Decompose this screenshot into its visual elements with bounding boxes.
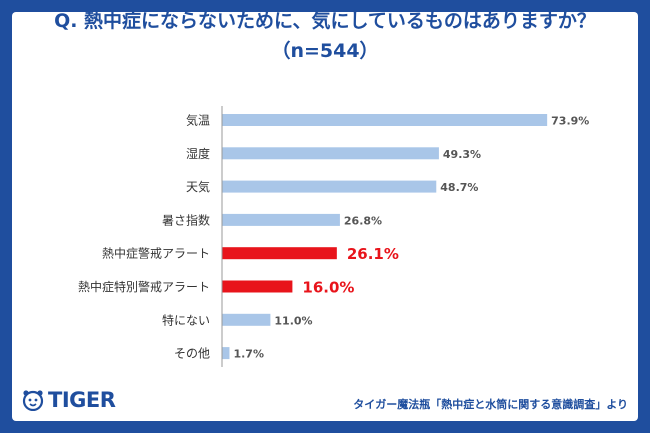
value-label: 73.9% xyxy=(551,115,589,128)
sample-size: （n=544） xyxy=(271,40,379,62)
bar xyxy=(222,280,293,293)
tiger-head-icon xyxy=(22,390,44,411)
category-label: 熱中症特別警戒アラート xyxy=(78,279,210,294)
bar xyxy=(222,180,437,193)
value-label: 11.0% xyxy=(274,314,312,327)
category-label: 熱中症警戒アラート xyxy=(102,246,210,261)
category-label: 気温 xyxy=(186,113,210,128)
category-label: 湿度 xyxy=(186,146,210,161)
value-label: 1.7% xyxy=(233,348,264,361)
bar xyxy=(222,213,340,226)
bar xyxy=(222,347,230,360)
bar xyxy=(222,247,337,260)
value-label: 26.8% xyxy=(344,214,382,227)
value-label: 48.7% xyxy=(440,181,478,194)
bar xyxy=(222,313,271,326)
category-label: 暑さ指数 xyxy=(162,212,210,227)
source-note: タイガー魔法瓶「熱中症と水筒に関する意識調査」より xyxy=(353,398,628,411)
chart-title: Q. 熱中症にならないために、気にしているものはありますか？ （n=544） xyxy=(0,6,650,66)
brand-name: TIGER xyxy=(48,388,116,412)
category-label: その他 xyxy=(174,347,210,361)
question-text: Q. 熱中症にならないために、気にしているものはありますか？ xyxy=(54,10,596,32)
bar xyxy=(222,147,439,160)
bar xyxy=(222,114,548,126)
category-label: 特にない xyxy=(162,312,210,327)
category-label: 天気 xyxy=(186,179,210,194)
value-label: 26.1% xyxy=(347,245,399,263)
value-label: 49.3% xyxy=(443,148,481,161)
value-label: 16.0% xyxy=(302,279,354,297)
tiger-logo: TIGER xyxy=(22,388,116,412)
